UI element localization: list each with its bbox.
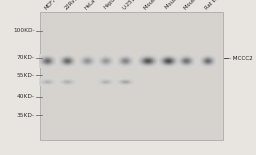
Text: HepG2: HepG2 [103, 0, 119, 10]
Text: MCF7: MCF7 [44, 0, 58, 10]
Text: 40KD-: 40KD- [17, 94, 35, 99]
Text: Mouse kidney: Mouse kidney [164, 0, 193, 10]
Text: Mouse heart: Mouse heart [183, 0, 210, 10]
Text: 22Rv1: 22Rv1 [64, 0, 80, 10]
Bar [40, 12, 223, 140]
Text: HeLa: HeLa [83, 0, 97, 10]
Text: 55KD-: 55KD- [17, 73, 35, 78]
Text: U-251: U-251 [122, 0, 137, 10]
Text: 35KD-: 35KD- [17, 113, 35, 118]
Text: Rat brain: Rat brain [204, 0, 225, 10]
Text: 100KD-: 100KD- [13, 28, 35, 33]
Text: - MCCC2: - MCCC2 [229, 56, 252, 61]
Text: Mouse liver: Mouse liver [144, 0, 169, 10]
Text: 70KD-: 70KD- [17, 55, 35, 60]
